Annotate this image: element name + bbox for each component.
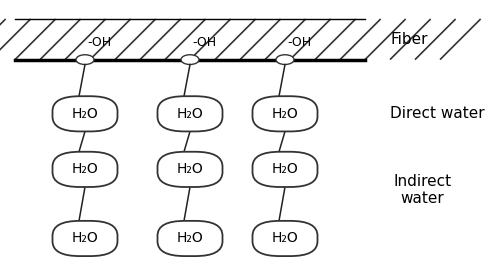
Text: H₂O: H₂O [272,107,298,121]
Text: H₂O: H₂O [72,231,99,246]
Text: H₂O: H₂O [272,231,298,246]
Text: -OH: -OH [192,36,216,49]
FancyBboxPatch shape [158,221,222,256]
Text: H₂O: H₂O [72,162,99,176]
Text: -OH: -OH [88,36,112,49]
Text: Indirect
water: Indirect water [394,173,452,206]
Text: -OH: -OH [288,36,312,49]
Text: Fiber: Fiber [390,32,428,47]
Circle shape [276,55,294,64]
FancyBboxPatch shape [252,221,318,256]
Text: H₂O: H₂O [72,107,99,121]
FancyBboxPatch shape [52,152,118,187]
FancyBboxPatch shape [52,221,118,256]
FancyBboxPatch shape [158,152,222,187]
Text: H₂O: H₂O [176,162,204,176]
Circle shape [76,55,94,64]
FancyBboxPatch shape [158,96,222,131]
FancyBboxPatch shape [252,152,318,187]
Text: H₂O: H₂O [176,231,204,246]
Bar [15,19,365,60]
Text: Direct water: Direct water [390,106,484,121]
FancyBboxPatch shape [252,96,318,131]
Text: H₂O: H₂O [176,107,204,121]
Text: H₂O: H₂O [272,162,298,176]
Circle shape [181,55,199,64]
FancyBboxPatch shape [52,96,118,131]
